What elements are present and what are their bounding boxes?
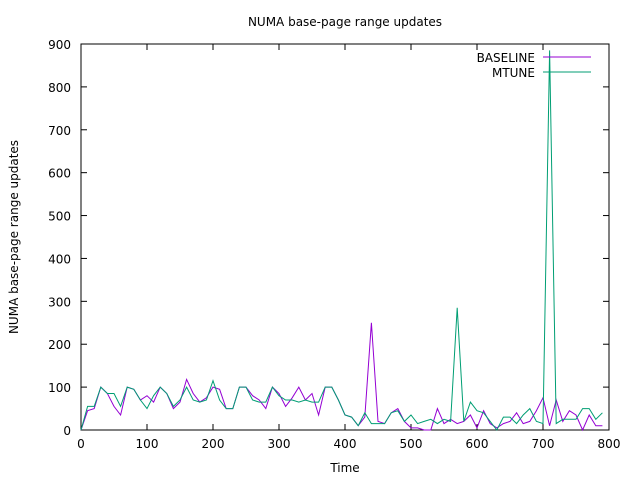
y-tick-label: 700: [48, 124, 71, 138]
legend-label: BASELINE: [477, 51, 535, 65]
y-tick-label: 500: [48, 210, 71, 224]
y-tick-label: 600: [48, 167, 71, 181]
x-tick-label: 100: [136, 437, 159, 451]
legend-label: MTUNE: [492, 66, 535, 80]
chart-title: NUMA base-page range updates: [248, 15, 442, 29]
series-group: [80, 50, 603, 432]
plot-frame: [80, 43, 610, 431]
x-tick-label: 0: [77, 437, 85, 451]
axis-ticks: 0 100 200 300 400 500 600 700 800 0 100 200 300 400 50…: [48, 38, 620, 451]
y-tick-label: 800: [48, 81, 71, 95]
y-tick-label: 0: [63, 424, 71, 438]
x-tick-label: 200: [202, 437, 225, 451]
x-tick-label: 500: [400, 437, 423, 451]
x-tick-label: 700: [532, 437, 555, 451]
y-tick-label: 100: [48, 381, 71, 395]
y-tick-label: 200: [48, 338, 71, 352]
y-axis-label: NUMA base-page range updates: [7, 140, 21, 334]
x-tick-label: 600: [466, 437, 489, 451]
x-axis-label: Time: [329, 461, 359, 475]
y-tick-label: 400: [48, 252, 71, 266]
series-line-mtune: [80, 50, 603, 431]
x-tick-label: 800: [598, 437, 621, 451]
x-tick-label: 400: [334, 437, 357, 451]
y-tick-label: 300: [48, 295, 71, 309]
y-tick-label: 900: [48, 38, 71, 52]
x-tick-label: 300: [268, 437, 291, 451]
